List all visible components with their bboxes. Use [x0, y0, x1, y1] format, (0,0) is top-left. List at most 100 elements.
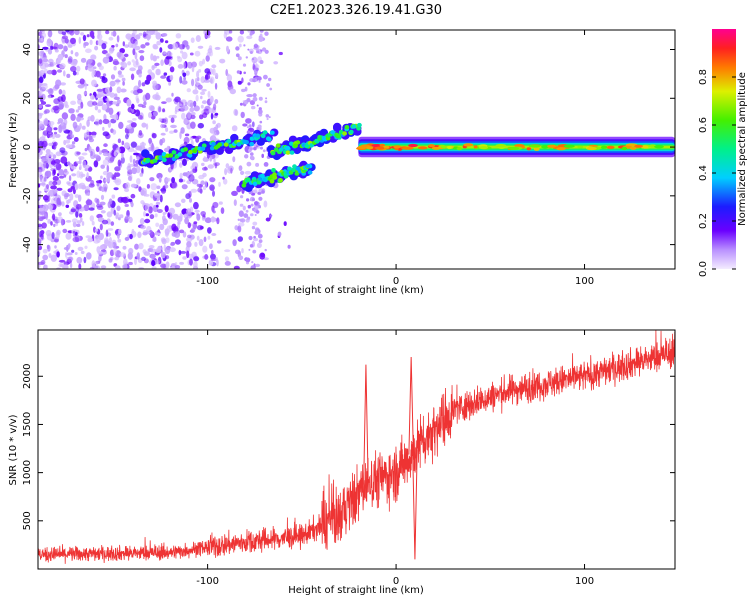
noise-speckle — [184, 217, 190, 225]
noise-speckle — [95, 94, 103, 99]
noise-speckle — [57, 96, 64, 102]
noise-speckle — [70, 113, 76, 121]
snr-axes: -100 0 100 500 1000 1500 2000 — [22, 330, 675, 587]
noise-speckle — [261, 153, 265, 158]
noise-speckle — [229, 88, 236, 95]
noise-speckle — [213, 103, 217, 111]
noise-speckle — [55, 151, 62, 157]
noise-speckle — [201, 162, 205, 167]
noise-speckle — [132, 30, 137, 36]
noise-speckle — [188, 191, 192, 198]
noise-speckle — [50, 45, 54, 51]
noise-speckle — [156, 55, 160, 59]
y-tick-label: 40 — [22, 43, 33, 56]
noise-speckle — [70, 50, 74, 55]
noise-speckle — [85, 175, 92, 182]
noise-speckle — [172, 42, 179, 50]
noise-speckle — [152, 111, 158, 117]
noise-speckle — [40, 37, 44, 42]
noise-speckle — [39, 173, 43, 177]
noise-speckle — [70, 100, 77, 106]
noise-speckle — [224, 249, 231, 253]
noise-speckle — [209, 76, 215, 84]
streak-core — [285, 150, 291, 155]
noise-speckle — [92, 134, 96, 138]
noise-speckle — [242, 123, 248, 127]
noise-speckle — [76, 93, 82, 101]
noise-speckle — [161, 101, 167, 104]
noise-speckle — [283, 221, 287, 227]
streak-core — [260, 133, 266, 139]
noise-speckle — [77, 84, 85, 89]
streak-core — [245, 177, 251, 183]
noise-speckle — [77, 183, 83, 189]
noise-speckle — [209, 156, 213, 162]
noise-speckle — [163, 51, 167, 55]
noise-speckle — [83, 132, 87, 139]
noise-speckle — [154, 232, 161, 236]
noise-speckle — [139, 218, 145, 225]
noise-speckle — [38, 146, 41, 154]
colorbar-tick-label: 0.4 — [698, 165, 709, 181]
noise-speckle — [101, 186, 105, 192]
noise-speckle — [187, 234, 192, 239]
noise-speckle — [224, 30, 231, 35]
noise-speckle — [249, 32, 253, 36]
noise-speckle — [237, 236, 243, 242]
noise-speckle — [255, 162, 260, 167]
noise-speckle — [255, 263, 261, 268]
noise-speckle — [64, 38, 69, 44]
noise-speckle — [130, 193, 136, 199]
noise-speckle — [260, 49, 263, 52]
noise-speckle — [100, 210, 106, 214]
noise-speckle — [263, 162, 269, 167]
noise-speckle — [224, 168, 228, 176]
noise-speckle — [194, 209, 200, 213]
noise-speckle — [265, 114, 270, 118]
noise-speckle — [72, 236, 80, 243]
noise-speckle — [50, 221, 53, 226]
noise-speckle — [124, 188, 130, 193]
y-tick-label: 1500 — [22, 412, 33, 437]
noise-speckle — [214, 46, 221, 50]
noise-speckle — [52, 189, 58, 194]
noise-speckle — [149, 214, 155, 220]
noise-speckle — [66, 244, 69, 252]
noise-speckle — [246, 198, 250, 202]
noise-speckle — [249, 155, 254, 160]
noise-speckle — [42, 254, 49, 261]
streak-core — [211, 141, 216, 147]
noise-speckle — [224, 261, 231, 266]
noise-speckle — [70, 134, 75, 139]
noise-speckle — [114, 265, 121, 269]
noise-speckle — [253, 61, 256, 64]
noise-speckle — [117, 159, 122, 167]
noise-speckle — [119, 252, 126, 257]
noise-speckle — [74, 194, 80, 198]
noise-speckle — [232, 156, 236, 163]
noise-speckle — [115, 214, 118, 220]
noise-speckle — [179, 76, 183, 84]
noise-speckle — [254, 187, 258, 194]
streak-halo — [155, 149, 164, 157]
noise-speckle — [89, 30, 95, 38]
noise-speckle — [101, 50, 108, 55]
noise-speckle — [151, 260, 156, 267]
noise-speckle — [76, 223, 81, 227]
noise-speckle — [121, 152, 124, 159]
noise-speckle — [41, 222, 47, 229]
noise-speckle — [204, 254, 209, 260]
carrier-peak — [600, 145, 608, 149]
noise-speckle — [155, 222, 160, 227]
noise-speckle — [119, 48, 125, 54]
noise-speckle — [102, 94, 105, 98]
noise-speckle — [250, 203, 254, 207]
noise-speckle — [187, 111, 192, 119]
noise-speckle — [193, 261, 198, 269]
noise-speckle — [248, 248, 251, 251]
noise-speckle — [113, 65, 117, 71]
noise-speckle — [165, 127, 169, 132]
noise-speckle — [105, 98, 110, 102]
noise-speckle — [237, 218, 240, 221]
noise-speckle — [159, 194, 163, 203]
